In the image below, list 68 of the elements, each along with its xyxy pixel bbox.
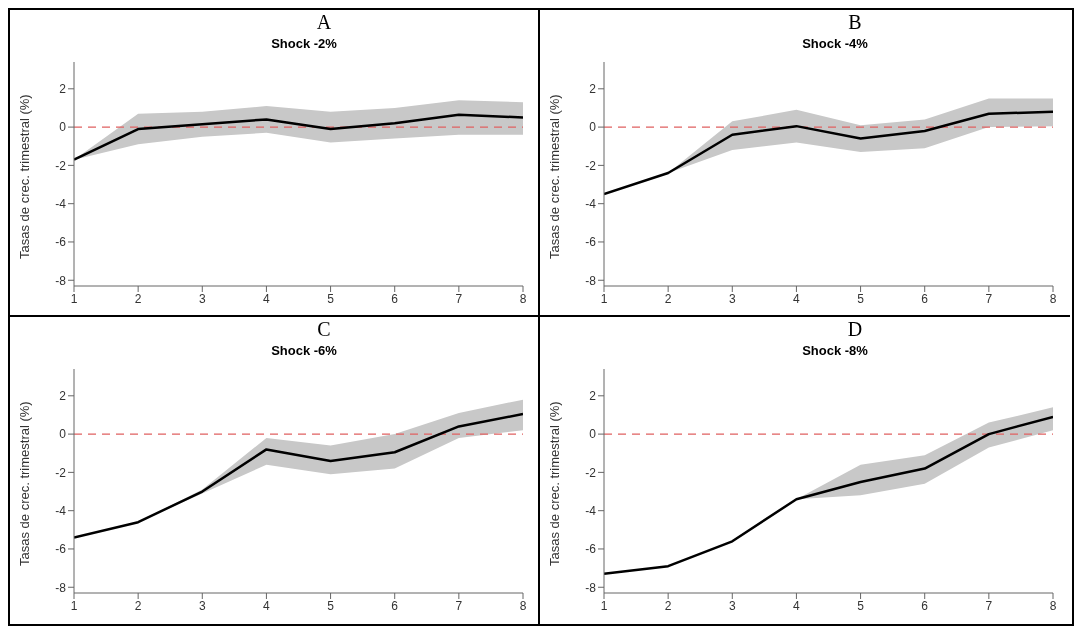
y-tick-label: -8 [55, 273, 67, 288]
y-tick-label: -6 [585, 542, 597, 557]
chart-title: D [846, 317, 864, 341]
x-tick-label: 4 [793, 291, 801, 306]
y-tick-label: -4 [55, 503, 67, 518]
chart-subtitle: Shock -4% [801, 35, 869, 53]
y-tick-label: -4 [55, 196, 67, 211]
x-tick-label: 5 [327, 598, 335, 613]
x-tick-label: 2 [134, 598, 142, 613]
x-tick-label: 1 [600, 598, 608, 613]
x-tick-label: 4 [263, 598, 271, 613]
x-tick-label: 6 [921, 598, 929, 613]
x-tick-label: 7 [985, 291, 993, 306]
y-tick-label: -4 [585, 503, 597, 518]
y-tick-label: -2 [55, 158, 67, 173]
chart-subtitle: Shock -8% [801, 342, 869, 360]
x-tick-label: 4 [793, 598, 801, 613]
chart-title: A [315, 10, 333, 34]
x-tick-label: 3 [198, 598, 206, 613]
chart-subtitle: Shock -2% [270, 35, 338, 53]
x-tick-label: 4 [263, 291, 271, 306]
x-tick-label: 2 [664, 291, 672, 306]
x-tick-label: 3 [198, 291, 206, 306]
y-tick-label: -4 [585, 196, 597, 211]
y-tick-label: -6 [55, 542, 67, 557]
x-tick-label: 1 [70, 598, 78, 613]
x-tick-label: 6 [921, 291, 929, 306]
y-tick-label: 0 [59, 427, 67, 442]
y-axis-title: Tasas de crec. trimestral (%) [546, 94, 562, 259]
y-tick-label: 0 [59, 120, 67, 135]
y-tick-label: 2 [589, 389, 597, 404]
x-tick-label: 2 [134, 291, 142, 306]
y-axis-title: Tasas de crec. trimestral (%) [16, 401, 32, 566]
x-tick-label: 8 [1049, 598, 1057, 613]
x-tick-label: 3 [728, 291, 736, 306]
x-tick-label: 2 [664, 598, 672, 613]
y-axis-title: Tasas de crec. trimestral (%) [16, 94, 32, 259]
x-tick-label: 7 [985, 598, 993, 613]
y-tick-label: 2 [59, 389, 67, 404]
y-tick-label: 0 [589, 120, 597, 135]
x-tick-label: 6 [391, 598, 399, 613]
x-tick-label: 1 [600, 291, 608, 306]
x-tick-label: 5 [857, 291, 865, 306]
chart-title: B [847, 10, 863, 34]
x-tick-label: 3 [728, 598, 736, 613]
x-tick-label: 7 [455, 598, 463, 613]
y-tick-label: 2 [589, 82, 597, 97]
x-tick-label: 8 [519, 291, 527, 306]
x-tick-label: 7 [455, 291, 463, 306]
y-tick-label: -2 [585, 465, 597, 480]
x-tick-label: 8 [1049, 291, 1057, 306]
chart-subtitle: Shock -6% [270, 342, 338, 360]
y-tick-label: -6 [585, 235, 597, 250]
x-tick-label: 8 [519, 598, 527, 613]
y-tick-label: -8 [585, 580, 597, 595]
y-tick-label: -2 [585, 158, 597, 173]
x-tick-label: 1 [70, 291, 78, 306]
y-tick-label: -8 [585, 273, 597, 288]
y-tick-label: 0 [589, 427, 597, 442]
y-tick-label: -6 [55, 235, 67, 250]
chart-title: C [316, 317, 332, 341]
y-axis-title: Tasas de crec. trimestral (%) [546, 401, 562, 566]
y-tick-label: -8 [55, 580, 67, 595]
y-tick-label: -2 [55, 465, 67, 480]
x-tick-label: 6 [391, 291, 399, 306]
x-tick-label: 5 [327, 291, 335, 306]
y-tick-label: 2 [59, 82, 67, 97]
x-tick-label: 5 [857, 598, 865, 613]
